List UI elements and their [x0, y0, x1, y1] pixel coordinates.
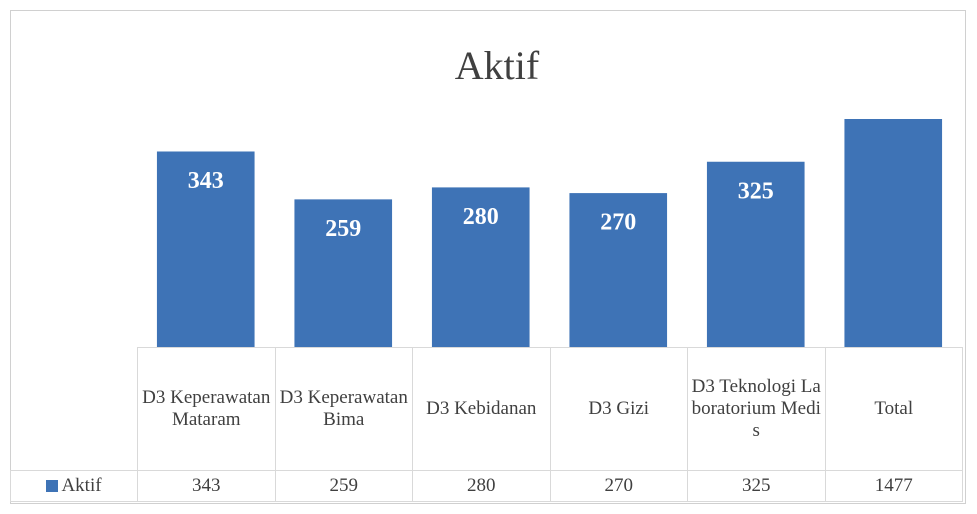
data-label: 259: [325, 216, 361, 242]
category-cell: D3 Teknologi Laboratorium Medis: [687, 347, 826, 471]
value-cell: 325: [687, 470, 826, 502]
value-cell: 1477: [824, 470, 963, 502]
legend-cell: Aktif: [10, 470, 138, 502]
bar: [156, 151, 255, 347]
category-cell: D3 Keperawatan Mataram: [137, 347, 276, 471]
bar: [706, 161, 805, 347]
bar: [431, 187, 530, 347]
category-cell: Total: [824, 347, 963, 471]
legend-label: Aktif: [61, 475, 102, 496]
category-cell: D3 Kebidanan: [412, 347, 551, 471]
category-cell: D3 Gizi: [549, 347, 688, 471]
legend-swatch: [46, 480, 59, 492]
value-cell: 270: [549, 470, 688, 502]
bar: [569, 193, 668, 347]
data-label: 325: [738, 178, 774, 204]
data-label: 270: [600, 210, 636, 236]
category-cell: D3 Keperawatan Bima: [274, 347, 413, 471]
value-cell: 259: [274, 470, 413, 502]
chart-title: Aktif: [455, 43, 540, 88]
chart-frame: [10, 10, 966, 504]
value-cell: 280: [412, 470, 551, 502]
bar: [294, 199, 393, 347]
value-cell: 343: [137, 470, 276, 502]
data-label: 280: [463, 204, 499, 230]
data-label: 343: [188, 168, 224, 194]
bar: [844, 119, 943, 347]
